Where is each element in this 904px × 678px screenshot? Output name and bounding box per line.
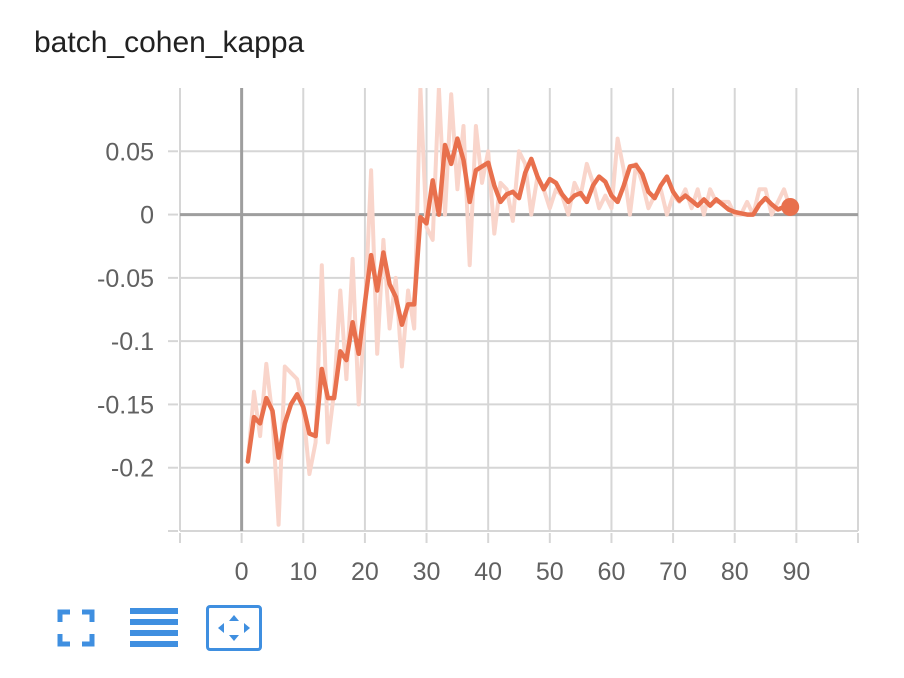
x-tick-label: 10 bbox=[289, 558, 317, 586]
series-line-smoothed bbox=[245, 136, 793, 464]
x-tick-label: 80 bbox=[721, 558, 749, 586]
list-icon bbox=[130, 608, 178, 647]
toggle-log-scale-button[interactable] bbox=[130, 604, 178, 652]
chart-title: batch_cohen_kappa bbox=[34, 26, 305, 59]
x-tick-label: 30 bbox=[413, 558, 441, 586]
y-tick-label: -0.05 bbox=[97, 265, 154, 293]
y-tick-label: 0 bbox=[140, 202, 154, 230]
fit-domain-button[interactable] bbox=[206, 605, 262, 651]
series-line-raw bbox=[245, 88, 793, 527]
y-tick-label: -0.15 bbox=[97, 391, 154, 419]
x-tick-label: 40 bbox=[474, 558, 502, 586]
fullscreen-icon bbox=[57, 609, 95, 647]
chart-toolbar bbox=[52, 604, 292, 652]
x-tick-label: 60 bbox=[598, 558, 626, 586]
x-tick-label: 20 bbox=[351, 558, 379, 586]
x-tick-label: 90 bbox=[782, 558, 810, 586]
y-tick-label: -0.2 bbox=[111, 455, 154, 483]
x-tick-label: 70 bbox=[659, 558, 687, 586]
x-tick-label: 50 bbox=[536, 558, 564, 586]
x-tick-label: 0 bbox=[235, 558, 249, 586]
last-point-marker bbox=[781, 197, 800, 216]
fullscreen-button[interactable] bbox=[52, 604, 100, 652]
y-tick-label: 0.05 bbox=[105, 138, 154, 166]
y-tick-label: -0.1 bbox=[111, 328, 154, 356]
line-chart[interactable]: 0 10 20 30 40 50 60 70 80 90 0.05 0 -0.05 -0.1 -0.15 -0… bbox=[0, 0, 904, 600]
fit-domain-icon bbox=[218, 615, 250, 641]
